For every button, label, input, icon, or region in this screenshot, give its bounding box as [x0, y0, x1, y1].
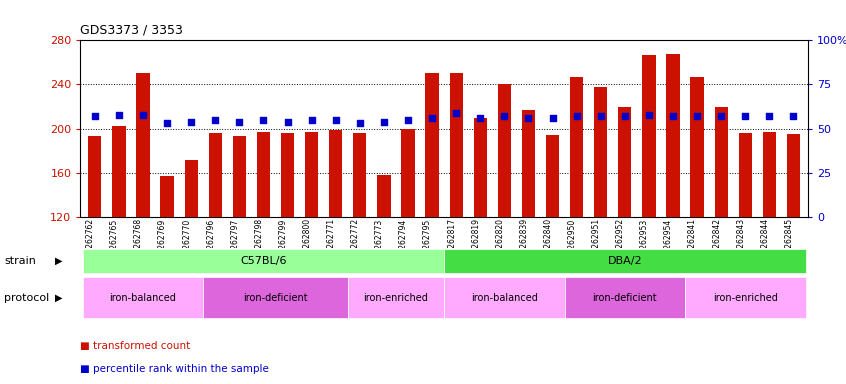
Text: iron-deficient: iron-deficient: [243, 293, 308, 303]
Bar: [642, 55, 656, 217]
Bar: [426, 73, 439, 217]
Point: [353, 120, 366, 126]
Point: [642, 111, 656, 118]
Bar: [113, 126, 125, 217]
Bar: [497, 84, 511, 217]
Point: [449, 110, 463, 116]
Point: [256, 117, 270, 123]
Point: [570, 113, 584, 119]
Point: [305, 117, 318, 123]
Point: [208, 117, 222, 123]
Text: iron-balanced: iron-balanced: [471, 293, 538, 303]
Point: [401, 117, 415, 123]
Text: ■ transformed count: ■ transformed count: [80, 341, 190, 351]
Point: [161, 120, 174, 126]
Point: [426, 115, 439, 121]
Point: [714, 113, 728, 119]
Point: [787, 113, 800, 119]
Bar: [474, 118, 487, 217]
Point: [690, 113, 704, 119]
Bar: [685, 277, 805, 318]
Text: ■ percentile rank within the sample: ■ percentile rank within the sample: [80, 364, 269, 374]
Bar: [83, 277, 203, 318]
Point: [281, 119, 294, 125]
Bar: [353, 133, 366, 217]
Point: [113, 111, 126, 118]
Text: DBA/2: DBA/2: [607, 256, 642, 266]
Bar: [203, 277, 348, 318]
Bar: [763, 132, 776, 217]
Bar: [787, 134, 800, 217]
Point: [184, 119, 198, 125]
Point: [474, 115, 487, 121]
Bar: [570, 77, 583, 217]
Bar: [618, 106, 631, 217]
Bar: [348, 277, 444, 318]
Bar: [305, 132, 318, 217]
Bar: [209, 133, 222, 217]
Bar: [667, 53, 679, 217]
Text: iron-deficient: iron-deficient: [592, 293, 657, 303]
Point: [233, 119, 246, 125]
Bar: [83, 249, 444, 273]
Text: ▶: ▶: [55, 256, 63, 266]
Bar: [444, 277, 564, 318]
Bar: [522, 110, 535, 217]
Bar: [594, 87, 607, 217]
Point: [667, 113, 680, 119]
Bar: [161, 176, 173, 217]
Text: GDS3373 / 3353: GDS3373 / 3353: [80, 23, 184, 36]
Bar: [329, 130, 343, 217]
Bar: [233, 136, 246, 217]
Point: [546, 115, 559, 121]
Bar: [690, 77, 704, 217]
Bar: [564, 277, 685, 318]
Bar: [715, 106, 728, 217]
Point: [618, 113, 632, 119]
Point: [88, 113, 102, 119]
Bar: [444, 249, 805, 273]
Text: iron-enriched: iron-enriched: [713, 293, 777, 303]
Point: [377, 119, 391, 125]
Bar: [281, 133, 294, 217]
Point: [497, 113, 511, 119]
Point: [594, 113, 607, 119]
Text: strain: strain: [4, 256, 36, 266]
Bar: [546, 135, 559, 217]
Text: iron-balanced: iron-balanced: [110, 293, 177, 303]
Bar: [401, 129, 415, 217]
Bar: [257, 132, 270, 217]
Bar: [739, 133, 752, 217]
Point: [329, 117, 343, 123]
Text: C57BL/6: C57BL/6: [240, 256, 287, 266]
Bar: [377, 175, 391, 217]
Text: ▶: ▶: [55, 293, 63, 303]
Bar: [88, 136, 102, 217]
Bar: [136, 73, 150, 217]
Point: [136, 111, 150, 118]
Point: [522, 115, 536, 121]
Point: [762, 113, 776, 119]
Bar: [184, 160, 198, 217]
Text: protocol: protocol: [4, 293, 49, 303]
Text: iron-enriched: iron-enriched: [364, 293, 428, 303]
Point: [739, 113, 752, 119]
Bar: [449, 73, 463, 217]
